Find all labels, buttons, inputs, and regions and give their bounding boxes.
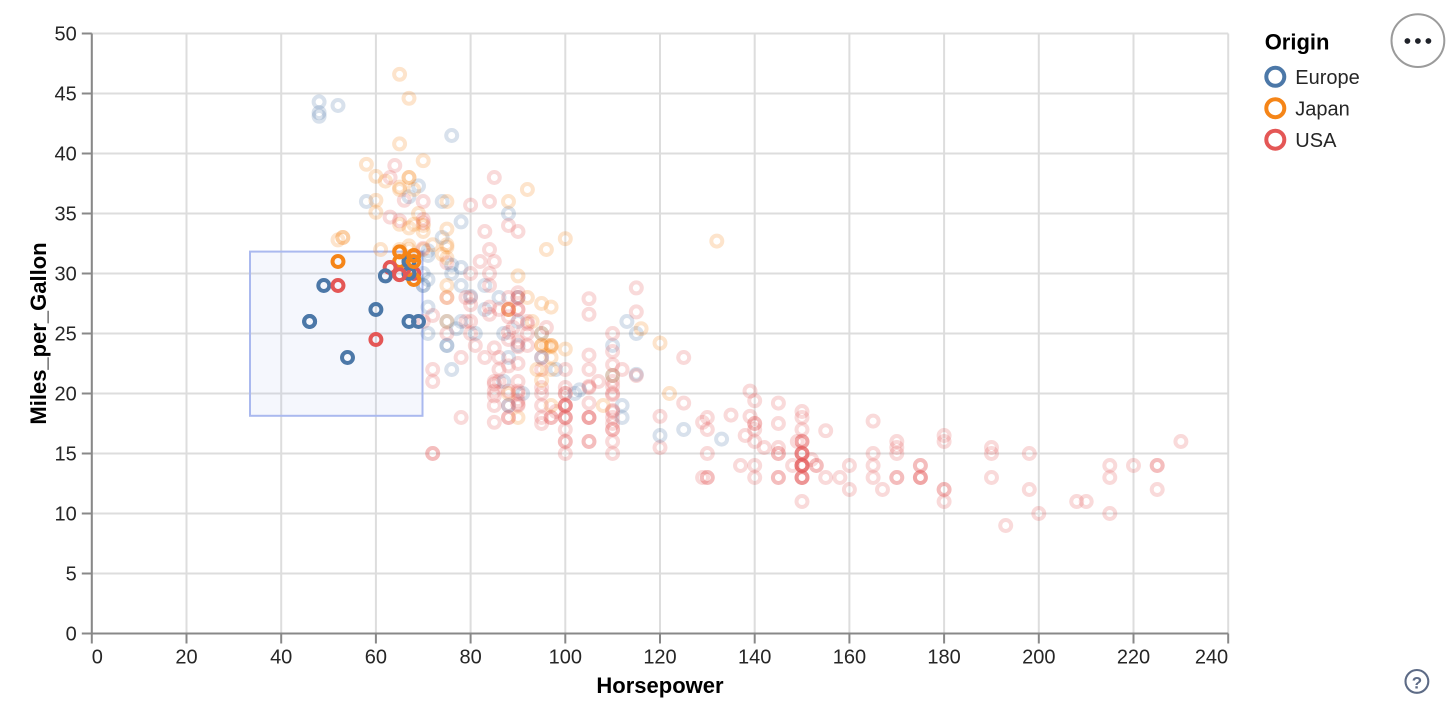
svg-text:240: 240 bbox=[1195, 647, 1228, 669]
svg-text:20: 20 bbox=[175, 647, 197, 669]
svg-text:15: 15 bbox=[55, 444, 77, 466]
svg-text:100: 100 bbox=[549, 647, 582, 669]
svg-text:20: 20 bbox=[55, 384, 77, 406]
svg-text:5: 5 bbox=[66, 564, 77, 586]
svg-text:120: 120 bbox=[643, 647, 676, 669]
svg-text:40: 40 bbox=[55, 144, 77, 166]
svg-text:?: ? bbox=[1412, 673, 1422, 692]
svg-text:140: 140 bbox=[738, 647, 771, 669]
svg-text:220: 220 bbox=[1117, 647, 1150, 669]
svg-text:25: 25 bbox=[55, 324, 77, 346]
svg-text:Europe: Europe bbox=[1295, 67, 1360, 89]
svg-text:160: 160 bbox=[833, 647, 866, 669]
svg-text:80: 80 bbox=[459, 647, 481, 669]
svg-text:40: 40 bbox=[270, 647, 292, 669]
svg-text:45: 45 bbox=[55, 84, 77, 106]
svg-text:Origin: Origin bbox=[1265, 29, 1330, 54]
svg-text:35: 35 bbox=[55, 204, 77, 226]
svg-text:180: 180 bbox=[927, 647, 960, 669]
svg-text:30: 30 bbox=[55, 264, 77, 286]
svg-text:10: 10 bbox=[55, 504, 77, 526]
svg-text:0: 0 bbox=[66, 624, 77, 646]
svg-text:200: 200 bbox=[1022, 647, 1055, 669]
svg-text:50: 50 bbox=[55, 24, 77, 46]
svg-text:Horsepower: Horsepower bbox=[596, 673, 724, 698]
svg-text:Miles_per_Gallon: Miles_per_Gallon bbox=[26, 242, 51, 424]
svg-text:Japan: Japan bbox=[1295, 98, 1350, 120]
svg-text:60: 60 bbox=[365, 647, 387, 669]
svg-text:USA: USA bbox=[1295, 130, 1337, 152]
svg-text:0: 0 bbox=[92, 647, 103, 669]
